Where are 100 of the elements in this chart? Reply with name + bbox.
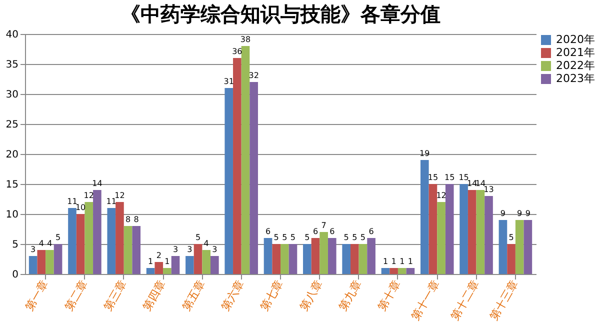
data-label: 5 <box>55 233 61 242</box>
data-label: 1 <box>164 257 170 266</box>
data-label: 38 <box>240 35 251 44</box>
data-label: 11 <box>67 197 78 206</box>
x-tick-label: 第十一章 <box>409 278 442 323</box>
y-tick-label: 5 <box>12 240 18 250</box>
bar <box>445 184 454 274</box>
data-label: 6 <box>265 227 271 236</box>
bar <box>154 262 164 274</box>
bar <box>163 268 172 274</box>
bar <box>328 238 336 274</box>
bar <box>210 256 219 274</box>
data-label: 9 <box>525 209 530 218</box>
bar <box>420 160 429 274</box>
bar <box>202 250 211 274</box>
bar <box>498 220 508 274</box>
bar <box>250 82 258 274</box>
bar <box>93 190 102 274</box>
y-tick-label: 30 <box>6 90 18 100</box>
bar <box>390 268 398 274</box>
x-tick-label: 第一章 <box>22 278 51 314</box>
data-label: 3 <box>212 245 218 254</box>
data-label: 14 <box>92 179 102 188</box>
bar <box>46 250 54 274</box>
bar <box>107 208 116 274</box>
data-label: 5 <box>195 233 201 242</box>
data-label: 3 <box>30 245 36 254</box>
bar <box>342 244 350 274</box>
data-label: 4 <box>38 239 44 248</box>
bar <box>350 244 359 274</box>
data-label: 8 <box>134 215 139 224</box>
x-tick-label: 第十二章 <box>448 278 482 323</box>
data-label: 15 <box>428 173 438 182</box>
bar <box>241 46 250 274</box>
y-tick-label: 20 <box>6 150 18 160</box>
bar <box>28 256 38 274</box>
x-tick-label: 第五章 <box>180 278 208 314</box>
x-tick-label: 第七章 <box>258 278 286 314</box>
bar <box>398 268 406 274</box>
data-label: 1 <box>400 257 405 266</box>
bar <box>224 88 234 274</box>
data-label: 4 <box>47 239 52 248</box>
bar <box>358 244 368 274</box>
x-tick-label: 第八章 <box>297 278 325 314</box>
bar <box>194 244 202 274</box>
y-tick-label: 15 <box>6 180 18 190</box>
x-tick-label: 第十三章 <box>487 278 521 323</box>
data-label: 4 <box>204 239 209 248</box>
y-tick-label: 35 <box>6 60 18 70</box>
data-label: 5 <box>304 233 310 242</box>
bar <box>367 238 376 274</box>
bar <box>124 226 132 274</box>
bar <box>146 268 155 274</box>
bar <box>132 226 141 274</box>
chart-title: 《中药学综合知识与技能》各章分值 <box>120 2 440 26</box>
bar <box>460 184 468 274</box>
data-label: 5 <box>282 233 288 242</box>
bar <box>437 202 446 274</box>
x-tick-label: 第六章 <box>218 278 247 314</box>
data-label: 5 <box>352 233 358 242</box>
data-label: 14 <box>467 179 478 188</box>
data-label: 6 <box>312 227 318 236</box>
bar <box>288 244 298 274</box>
bar <box>233 58 242 274</box>
bar <box>524 220 532 274</box>
data-label: 3 <box>172 245 178 254</box>
bar <box>406 268 415 274</box>
bar <box>37 250 46 274</box>
bar <box>476 190 485 274</box>
bar <box>484 196 493 274</box>
bar <box>428 184 438 274</box>
bar <box>303 244 312 274</box>
data-label: 8 <box>125 215 131 224</box>
legend-label: 2022年 <box>556 59 595 72</box>
data-label: 1 <box>382 257 388 266</box>
data-label: 1 <box>408 257 413 266</box>
data-label: 5 <box>290 233 296 242</box>
bar <box>171 256 180 274</box>
bar <box>68 208 76 274</box>
x-tick-label: 第二章 <box>62 278 90 314</box>
data-label: 5 <box>274 233 279 242</box>
data-label: 10 <box>75 203 86 212</box>
data-label: 19 <box>420 149 430 158</box>
bar <box>381 268 390 274</box>
data-label: 13 <box>484 185 494 194</box>
data-label: 15 <box>444 173 455 182</box>
y-tick-label: 25 <box>6 120 18 130</box>
legend-label: 2020年 <box>556 33 595 46</box>
bar <box>54 244 62 274</box>
data-label: 14 <box>475 179 486 188</box>
data-label: 6 <box>368 227 374 236</box>
data-label: 6 <box>330 227 335 236</box>
legend-label: 2021年 <box>556 46 595 59</box>
data-label: 9 <box>500 209 506 218</box>
data-label: 1 <box>148 257 154 266</box>
data-label: 2 <box>156 251 162 260</box>
data-label: 5 <box>344 233 349 242</box>
data-label: 3 <box>187 245 192 254</box>
bar <box>468 190 476 274</box>
bar <box>311 238 320 274</box>
